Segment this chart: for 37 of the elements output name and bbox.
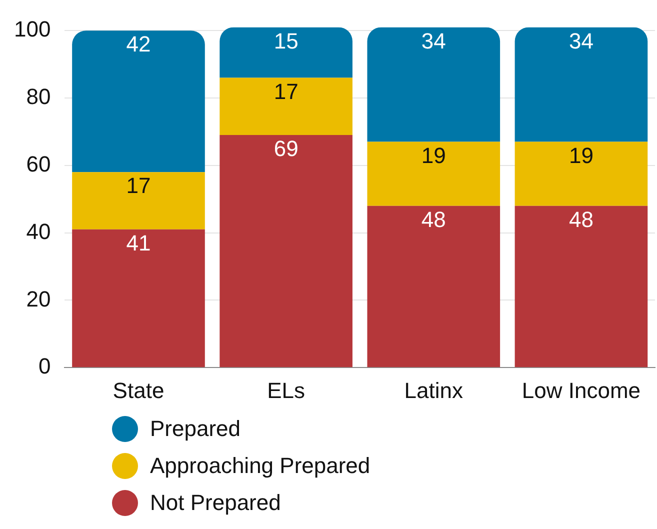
bar [367,27,500,142]
data-label: 41 [126,230,151,256]
x-tick-label: ELs [267,378,306,403]
bar [72,30,205,172]
x-tick-label: Low Income [522,378,641,403]
bar [220,78,352,136]
y-tick-label: 80 [26,84,51,110]
data-label: 17 [126,173,151,198]
legend-label: Approaching Prepared [150,452,370,478]
data-label: 19 [568,142,594,168]
y-tick-label: 20 [26,286,51,312]
bar [367,206,500,368]
data-label: 19 [421,142,446,168]
data-label: 17 [274,78,298,104]
data-label: 69 [274,136,298,162]
data-label: 48 [421,206,446,232]
bar [220,135,352,368]
bar [72,172,205,230]
x-tick-label: Latinx [404,378,463,403]
y-tick-label: 100 [14,16,51,42]
bar [367,142,500,206]
x-tick-label: State [112,378,164,403]
bar [514,27,648,142]
bar [72,229,205,368]
legend-label: Not Prepared [150,490,281,516]
data-label: 34 [568,28,594,54]
data-label: 48 [568,206,594,232]
y-tick-label: 40 [26,218,51,244]
y-tick-label: 0 [38,354,51,379]
y-tick-label: 60 [26,151,51,176]
data-label: 15 [274,28,298,54]
bar [220,27,352,78]
legend-label: Prepared [150,416,241,442]
bar [514,206,648,368]
data-label: 42 [126,32,151,57]
bar [514,142,648,206]
data-label: 34 [421,28,446,54]
